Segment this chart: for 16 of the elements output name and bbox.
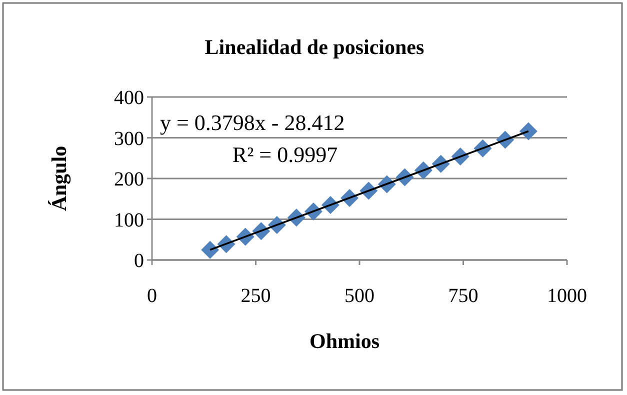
annotation: R² = 0.9997: [232, 142, 338, 167]
x-tick-label: 250: [240, 285, 271, 307]
y-tick-label: 300: [114, 128, 144, 150]
point: [201, 240, 220, 259]
y-tick-label: 100: [114, 209, 144, 232]
x-tick-label: 500: [344, 285, 374, 307]
chart-title: Linealidad de posiciones: [204, 35, 424, 59]
point: [519, 122, 538, 140]
y-tick-label: 400: [114, 87, 144, 109]
y-tick-label: 200: [114, 168, 144, 190]
y-tick-label: 0: [134, 250, 144, 272]
x-tick-label: 750: [448, 285, 478, 307]
annotation: y = 0.3798x - 28.412: [160, 110, 345, 135]
x-axis-title: Ohmios: [309, 329, 380, 353]
x-tick-label: 1000: [547, 285, 587, 307]
y-axis-title: Ángulo: [47, 146, 71, 212]
